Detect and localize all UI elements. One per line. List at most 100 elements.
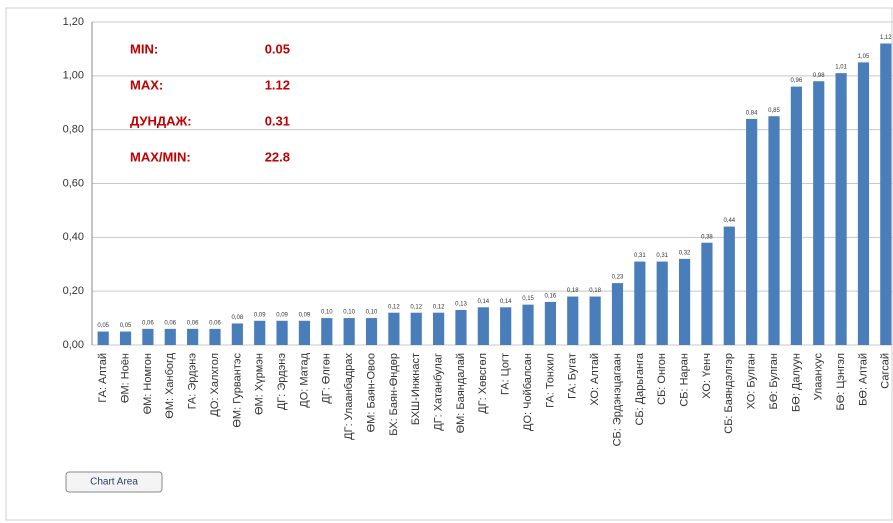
data-label: 0,84 — [746, 110, 758, 116]
x-tick-label: Улаанхус — [813, 353, 825, 401]
bar — [567, 296, 579, 345]
x-tick-label: СБ: Эрдэнэцагаан — [611, 353, 623, 446]
data-label: 0,06 — [187, 320, 199, 326]
bar — [433, 312, 445, 345]
x-tick-label: ХО: Үенч — [701, 353, 713, 399]
bar — [455, 310, 467, 345]
x-tick-label: СБ: Баяндэлгэр — [723, 353, 735, 434]
data-label: 0,09 — [276, 312, 288, 318]
bar — [611, 283, 624, 345]
y-tick-label: 0,00 — [63, 339, 84, 351]
x-tick-label: БХ: Баян-Өндөр — [388, 353, 400, 436]
x-tick-label: ӨМ: Ханбогд — [164, 352, 176, 418]
bar — [209, 328, 221, 345]
bar — [142, 328, 154, 345]
annotation-label: MAX/MIN: — [130, 149, 191, 164]
bar — [410, 312, 422, 345]
x-tick-label: ӨМ: Ноён — [119, 353, 131, 403]
bar — [880, 43, 892, 346]
data-label: 0,06 — [142, 320, 154, 326]
bar — [298, 320, 311, 345]
annotation-value: 1.12 — [265, 77, 290, 92]
bar — [813, 81, 825, 345]
bar — [723, 226, 735, 345]
data-label: 1,01 — [835, 65, 847, 71]
y-tick-label: 1,20 — [63, 16, 84, 28]
data-label: 0,18 — [589, 288, 601, 294]
x-tick-label: Сагсай — [880, 353, 892, 389]
chart-frame — [5, 7, 893, 521]
data-label: 0,14 — [500, 299, 512, 305]
x-tick-label: ӨМ: Гурвантэс — [231, 353, 243, 428]
tooltip: Chart Area — [90, 477, 138, 488]
data-label: 0,06 — [209, 320, 221, 326]
x-tick-label: БӨ: Булган — [768, 353, 780, 410]
x-tick-label: ХО: Алтай — [589, 353, 601, 406]
data-label: 0,18 — [567, 288, 579, 294]
x-tick-label: СБ: Онгон — [656, 353, 668, 405]
bar — [164, 328, 176, 345]
bar — [187, 328, 199, 345]
bar — [678, 258, 691, 345]
x-tick-label: СБ: Наран — [678, 353, 690, 407]
data-label: 0,12 — [410, 304, 422, 310]
bar — [388, 312, 400, 345]
data-label: 0,23 — [612, 275, 624, 281]
data-label: 0,09 — [254, 312, 266, 318]
x-tick-label: ГА: Эрдэнэ — [187, 353, 199, 410]
data-label: 0,98 — [813, 73, 825, 79]
bar — [254, 320, 266, 345]
data-label: 0,10 — [321, 310, 333, 316]
x-tick-label: ДО: Матад — [298, 352, 310, 407]
data-label: 0,12 — [433, 304, 445, 310]
data-label: 0,44 — [723, 218, 735, 224]
bar — [321, 318, 333, 345]
bar — [701, 242, 713, 345]
data-label: 0,10 — [343, 310, 355, 316]
x-tick-label: ГА: Тонхил — [544, 353, 556, 408]
data-label: 0,10 — [366, 310, 378, 316]
tooltip-box — [65, 471, 163, 493]
y-tick-label: 0,40 — [63, 231, 84, 243]
bar — [746, 118, 758, 346]
data-label: 0,85 — [768, 108, 780, 114]
data-label: 0,31 — [634, 253, 646, 259]
data-label: 0,16 — [545, 294, 557, 300]
data-label: 0,05 — [120, 323, 132, 329]
y-tick-label: 0,80 — [63, 124, 84, 136]
annotation-label: MAX: — [130, 77, 163, 92]
bar — [857, 62, 870, 345]
data-label: 1,12 — [880, 35, 892, 41]
x-tick-label: ГА: Цогт — [500, 353, 512, 395]
data-label: 0,96 — [791, 78, 803, 84]
data-label: 0,38 — [701, 234, 713, 240]
bar — [119, 331, 132, 345]
x-tick-label: БХШ-Инжнаст — [410, 353, 422, 425]
annotation-value: 0.31 — [265, 113, 290, 128]
bar — [365, 318, 378, 345]
data-label: 0,09 — [299, 312, 311, 318]
bar — [634, 261, 646, 345]
bar — [768, 116, 780, 345]
bar — [500, 307, 512, 345]
bar — [835, 73, 847, 346]
x-tick-label: СБ: Дарьганга — [634, 352, 646, 425]
x-tick-label: ГА: Алтай — [97, 353, 109, 403]
y-tick-label: 1,00 — [63, 70, 84, 82]
bar — [589, 296, 601, 345]
data-label: 0,06 — [164, 320, 176, 326]
x-tick-label: ДГ: Хөвсгөл — [477, 353, 489, 414]
bar — [790, 86, 802, 345]
x-tick-label: ДГ: Хатанбулаг — [433, 353, 445, 431]
x-tick-label: ӨМ: Хүрмэн — [254, 353, 266, 415]
data-label: 0,32 — [679, 250, 691, 256]
bar — [276, 320, 288, 345]
x-tick-label: БӨ: Цэнгэл — [835, 353, 847, 411]
bar — [343, 318, 355, 345]
data-label: 1,05 — [858, 54, 870, 60]
annotation-value: 22.8 — [265, 149, 290, 164]
data-label: 0,08 — [232, 315, 244, 321]
x-tick-label: ХО: Булган — [746, 353, 758, 409]
annotation-label: MIN: — [130, 41, 158, 56]
data-label: 0,31 — [656, 253, 668, 259]
